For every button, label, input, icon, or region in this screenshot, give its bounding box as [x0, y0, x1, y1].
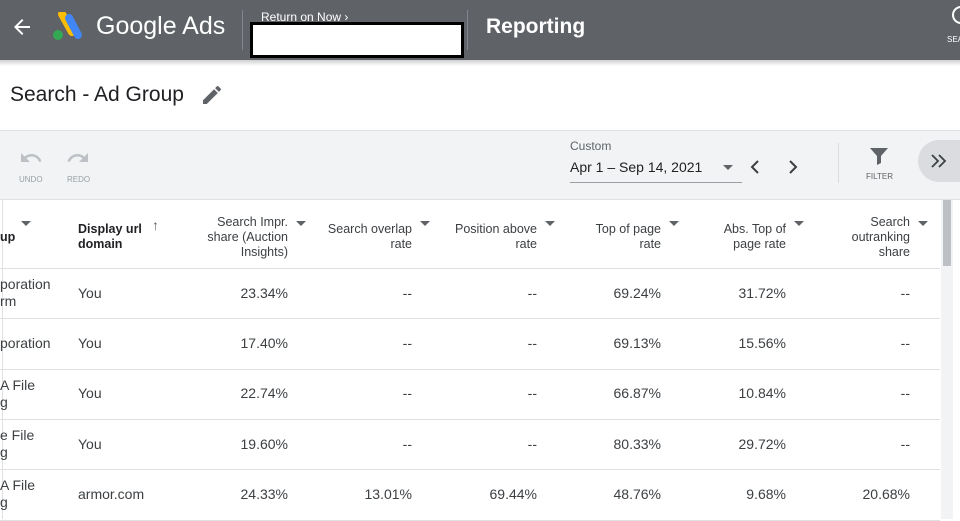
- table-cell: 9.68%: [746, 485, 786, 502]
- date-range[interactable]: Apr 1 – Sep 14, 2021: [570, 159, 703, 175]
- column-menu[interactable]: [296, 221, 306, 226]
- table-cell: 80.33%: [613, 435, 661, 452]
- column-header: Search Impr. share (Auction Insights): [207, 214, 288, 259]
- table-cell: 15.56%: [738, 334, 786, 351]
- column-menu[interactable]: [669, 221, 679, 226]
- table-cell: You: [78, 334, 102, 351]
- column-header: Position above rate: [454, 222, 537, 251]
- table-cell: 23.34%: [240, 284, 288, 301]
- date-mode: Custom: [570, 139, 612, 153]
- table-cell: armor.com: [78, 485, 145, 502]
- table-cell: A File g: [0, 376, 36, 410]
- table-cell: 48.76%: [613, 485, 661, 502]
- table-cell: --: [527, 435, 537, 452]
- expand-button[interactable]: [918, 140, 960, 182]
- section-title: Reporting: [486, 15, 586, 38]
- edit-icon[interactable]: [200, 83, 224, 107]
- account-link[interactable]: Return on Now ›: [261, 10, 349, 24]
- separator: [467, 10, 468, 50]
- toolbar: UNDO REDO Custom Apr 1 – Sep 14, 2021 FI…: [0, 130, 960, 200]
- table-cell: --: [527, 385, 537, 402]
- prev-period[interactable]: [746, 157, 764, 177]
- column-header: Top of page rate: [595, 222, 661, 251]
- date-underline: [570, 182, 742, 183]
- table-cell: poration: [0, 334, 51, 351]
- table-cell: --: [900, 385, 910, 402]
- undo-label[interactable]: UNDO: [19, 175, 43, 184]
- column-header: Search overlap rate: [327, 222, 412, 251]
- separator: [242, 10, 243, 50]
- row-divider: [0, 469, 940, 471]
- column-menu[interactable]: [545, 221, 555, 226]
- back-button[interactable]: [10, 14, 36, 40]
- column-header: Abs. Top of page rate: [723, 222, 786, 251]
- expand-icon[interactable]: [930, 153, 948, 169]
- row-divider: [0, 368, 940, 370]
- table-cell: --: [900, 435, 910, 452]
- table: up Display url domain ↑ Search Impr. share …: [0, 200, 940, 521]
- scrollbar[interactable]: [941, 200, 953, 519]
- top-bar: Google Ads Return on Now › Reporting SEA: [0, 0, 960, 60]
- table-cell: 13.01%: [364, 485, 412, 502]
- table-cell: --: [900, 284, 910, 301]
- table-cell: 17.40%: [240, 334, 288, 351]
- filter-label[interactable]: FILTER: [866, 172, 893, 181]
- table-cell: 66.87%: [613, 385, 661, 402]
- table-cell: 29.72%: [738, 435, 786, 452]
- table-cell: You: [78, 385, 102, 402]
- table-cell: You: [78, 435, 102, 452]
- account-name[interactable]: Return on Now: [261, 10, 342, 24]
- redacted-box: [250, 22, 464, 58]
- table-cell: 24.33%: [240, 485, 288, 502]
- column-header: Search outranking share: [851, 214, 910, 259]
- column-menu[interactable]: [918, 221, 928, 226]
- separator: [838, 143, 839, 183]
- table-cell: --: [402, 385, 412, 402]
- page-title: Search - Ad Group: [10, 83, 184, 106]
- column-menu[interactable]: [794, 221, 804, 226]
- table-cell: --: [402, 435, 412, 452]
- table-cell: poration rm: [0, 276, 51, 310]
- shadow: [0, 60, 960, 66]
- table-cell: 69.13%: [613, 334, 661, 351]
- filter-icon[interactable]: [869, 146, 889, 166]
- column-menu[interactable]: [21, 221, 31, 226]
- table-cell: --: [402, 284, 412, 301]
- search-label[interactable]: SEA: [947, 35, 960, 44]
- scrollbar-thumb[interactable]: [943, 200, 951, 266]
- table-cell: 69.44%: [489, 485, 537, 502]
- google-ads-logo: [53, 12, 82, 40]
- table-cell: 69.24%: [613, 284, 661, 301]
- row-divider: [0, 519, 940, 521]
- table-cell: 20.68%: [862, 485, 910, 502]
- undo-icon[interactable]: [19, 149, 43, 167]
- table-cell: A File g: [0, 477, 36, 511]
- column-header: Display url domain: [78, 222, 142, 251]
- table-cell: 22.74%: [240, 385, 288, 402]
- table-cell: 19.60%: [240, 435, 288, 452]
- redo-label[interactable]: REDO: [67, 175, 91, 184]
- brand: Google Ads: [96, 12, 226, 40]
- table-cell: --: [402, 334, 412, 351]
- search-icon[interactable]: [952, 6, 960, 24]
- next-period[interactable]: [784, 157, 802, 177]
- table-cell: --: [527, 284, 537, 301]
- table-cell: 31.72%: [738, 284, 786, 301]
- table-cell: --: [900, 334, 910, 351]
- column-header: up: [0, 229, 16, 244]
- sort-icon[interactable]: ↑: [152, 217, 159, 233]
- table-cell: You: [78, 284, 102, 301]
- redo-icon[interactable]: [66, 149, 90, 167]
- table-border: [2, 200, 3, 519]
- row-divider: [0, 418, 940, 420]
- row-divider: [0, 318, 940, 320]
- table-cell: 10.84%: [738, 385, 786, 402]
- table-cell: --: [527, 334, 537, 351]
- column-menu[interactable]: [420, 221, 430, 226]
- date-dropdown[interactable]: [723, 165, 733, 170]
- row-divider: [0, 268, 940, 269]
- table-cell: e File g: [0, 427, 35, 461]
